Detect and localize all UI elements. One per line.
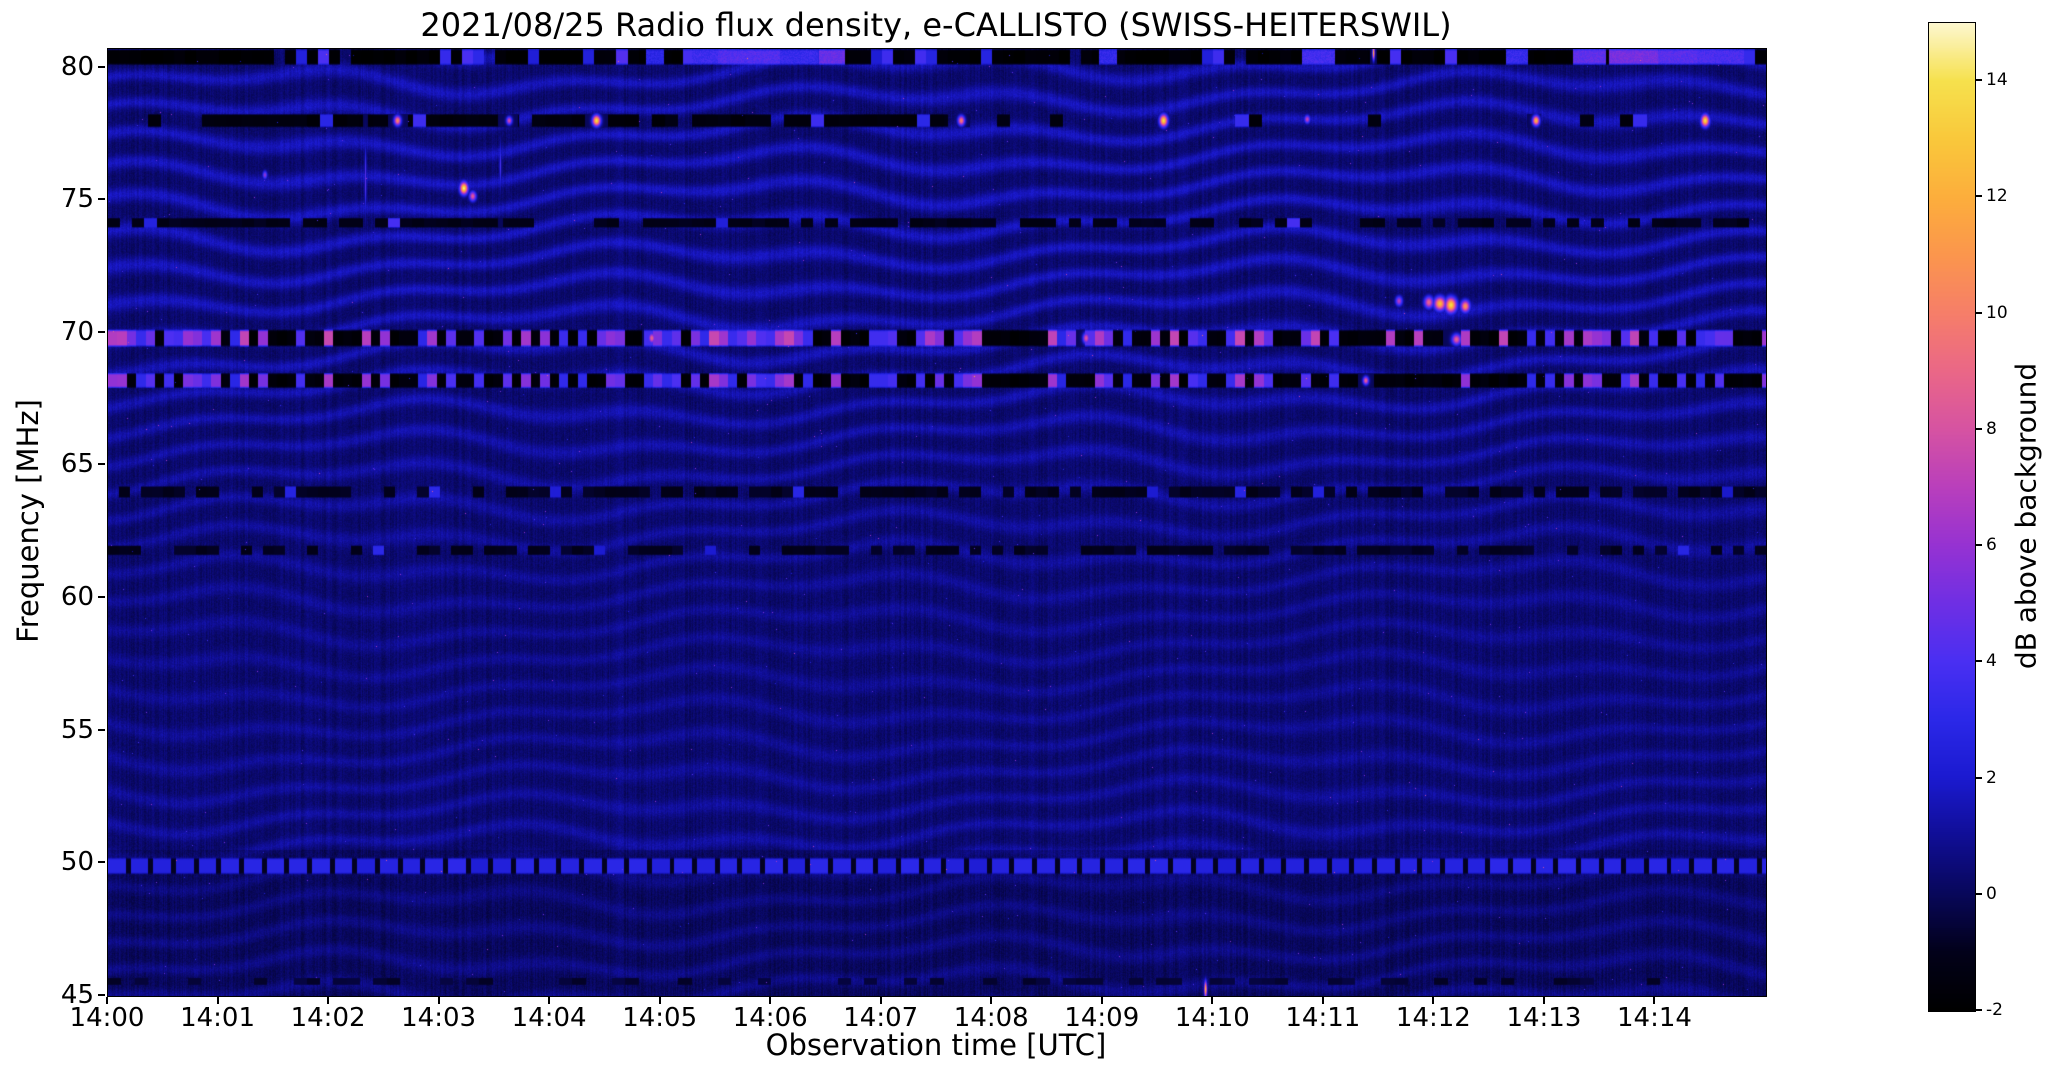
x-tick-mark <box>990 997 993 1004</box>
plot-area <box>107 48 1767 997</box>
x-tick-mark <box>437 997 440 1004</box>
x-tick-mark <box>216 997 219 1004</box>
spectrogram-canvas <box>108 49 1766 996</box>
y-tick-label: 75 <box>60 184 94 215</box>
x-tick-mark <box>1100 997 1103 1004</box>
colorbar-tick-mark <box>1976 660 1982 663</box>
colorbar-tick-mark <box>1976 427 1982 430</box>
x-tick-label: 14:01 <box>180 1003 255 1033</box>
colorbar-tick-mark <box>1976 776 1982 779</box>
x-tick-label: 14:11 <box>1285 1003 1361 1033</box>
y-tick-label: 60 <box>60 582 94 613</box>
colorbar-tick-mark <box>1976 195 1982 198</box>
colorbar-tick-label: 0 <box>1986 883 1997 904</box>
y-tick-mark <box>98 330 105 333</box>
x-tick-mark <box>106 997 108 1004</box>
y-tick-mark <box>98 463 105 466</box>
x-tick-label: 14:14 <box>1616 1003 1692 1033</box>
colorbar-tick-label: 4 <box>1986 651 1997 672</box>
x-tick-label: 14:06 <box>732 1003 808 1033</box>
colorbar-tick-label: 12 <box>1986 186 2008 207</box>
x-tick-label: 14:09 <box>1064 1003 1140 1033</box>
chart-title: 2021/08/25 Radio flux density, e-CALLIST… <box>420 6 1452 44</box>
colorbar-tick-mark <box>1976 79 1982 82</box>
x-tick-mark <box>658 997 661 1004</box>
y-tick-mark <box>98 861 105 864</box>
colorbar-canvas <box>1929 23 1975 1011</box>
colorbar-tick-label: -2 <box>1986 1000 2003 1020</box>
x-tick-label: 14:07 <box>843 1003 919 1033</box>
x-tick-mark <box>1542 997 1545 1004</box>
x-tick-mark <box>548 997 551 1004</box>
x-tick-mark <box>1211 997 1214 1004</box>
y-tick-mark <box>98 728 105 731</box>
y-tick-label: 50 <box>60 847 94 878</box>
y-tick-mark <box>98 994 105 996</box>
x-tick-label: 14:10 <box>1174 1003 1250 1033</box>
x-tick-mark <box>769 997 772 1004</box>
y-tick-label: 70 <box>60 316 94 347</box>
y-tick-label: 45 <box>60 980 94 1010</box>
x-tick-mark <box>1653 997 1656 1004</box>
colorbar-tick-mark <box>1976 544 1982 547</box>
y-tick-mark <box>98 65 105 68</box>
colorbar-tick-mark <box>1976 1009 1982 1011</box>
colorbar-tick-label: 2 <box>1986 767 1997 788</box>
x-tick-mark <box>879 997 882 1004</box>
x-tick-label: 14:00 <box>69 1003 145 1033</box>
x-tick-label: 14:13 <box>1506 1003 1582 1033</box>
colorbar-label: dB above background <box>2009 362 2043 670</box>
x-tick-mark <box>1432 997 1435 1004</box>
x-tick-label: 14:05 <box>622 1003 698 1033</box>
x-tick-mark <box>1321 997 1324 1004</box>
colorbar-tick-label: 8 <box>1986 418 1997 439</box>
colorbar-tick-mark <box>1976 892 1982 895</box>
x-tick-label: 14:08 <box>953 1003 1029 1033</box>
y-tick-label: 55 <box>60 714 94 745</box>
y-tick-label: 80 <box>60 51 94 82</box>
x-tick-label: 14:03 <box>401 1003 477 1033</box>
x-axis-label: Observation time [UTC] <box>765 1028 1107 1062</box>
y-tick-mark <box>98 596 105 599</box>
x-tick-label: 14:04 <box>511 1003 587 1033</box>
colorbar-tick-mark <box>1976 311 1982 314</box>
y-tick-mark <box>98 198 105 201</box>
colorbar <box>1928 22 1976 1012</box>
y-tick-label: 65 <box>60 449 94 480</box>
colorbar-tick-label: 10 <box>1986 302 2008 323</box>
x-tick-label: 14:02 <box>290 1003 366 1033</box>
x-tick-mark <box>327 997 330 1004</box>
x-tick-label: 14:12 <box>1395 1003 1471 1033</box>
colorbar-tick-label: 14 <box>1986 70 2008 91</box>
colorbar-tick-label: 6 <box>1986 535 1997 556</box>
